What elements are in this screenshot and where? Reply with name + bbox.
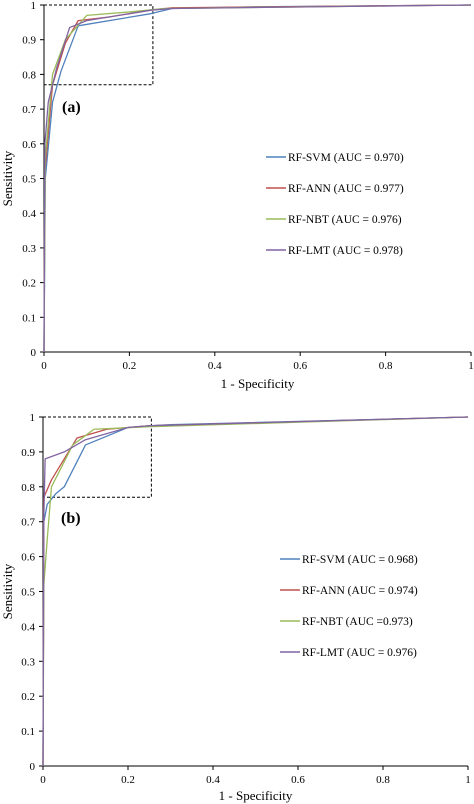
y-axis-label: Sensitivity bbox=[0, 563, 15, 619]
chart-panel-1: 0 0.1 0.2 0.3 0.4 0.5 0.6 0.7 0.8 0.9 1 0 0.2 0.4 0.6 0… bbox=[0, 0, 474, 391]
legend-entry: RF-NBT (AUC =0.973) bbox=[302, 616, 413, 628]
y-tick-label: 0.7 bbox=[21, 517, 35, 529]
zoom-region-box bbox=[43, 4, 154, 86]
y-axis-label: Sensitivity bbox=[0, 150, 15, 206]
legend-entry: RF-ANN (AUC = 0.974) bbox=[302, 585, 418, 597]
series-line-rf-ann bbox=[43, 4, 472, 353]
legend: RF-SVM (AUC = 0.970) RF-ANN (AUC = 0.977)… bbox=[266, 152, 404, 257]
x-tick-label: 0.6 bbox=[291, 774, 305, 786]
chart-panel-2: 0 0.1 0.2 0.3 0.4 0.5 0.6 0.7 0.8 0.9 1 0 0.2 0.4 0.6 0… bbox=[0, 412, 471, 803]
y-tick-label: 0.3 bbox=[22, 243, 36, 255]
y-tick-label: 0.5 bbox=[22, 174, 36, 186]
y-tick-label: 0.4 bbox=[21, 621, 35, 633]
y-tick-label: 0.9 bbox=[21, 447, 35, 459]
legend-entry: RF-NBT (AUC = 0.976) bbox=[288, 214, 402, 226]
y-tick-label: 0.7 bbox=[22, 104, 36, 116]
x-tick-label: 0.4 bbox=[208, 360, 222, 372]
legend-entry: RF-LMT (AUC = 0.978) bbox=[288, 245, 403, 257]
x-tick-label: 0.2 bbox=[123, 360, 137, 372]
y-tick-label: 0.2 bbox=[22, 278, 36, 290]
series-line-rf-nbt bbox=[43, 4, 472, 353]
legend: RF-SVM (AUC = 0.968) RF-ANN (AUC = 0.974)… bbox=[280, 554, 418, 659]
y-tick-label: 0 bbox=[30, 761, 36, 773]
x-tick-label: 0.2 bbox=[121, 774, 135, 786]
zoom-region-box bbox=[42, 416, 152, 498]
x-tick-label: 1 bbox=[468, 360, 474, 372]
x-tick-label: 0.4 bbox=[206, 774, 220, 786]
y-tick-label: 1 bbox=[31, 0, 37, 12]
x-axis-label: 1 - Specificity bbox=[219, 788, 293, 803]
y-tick-label: 0.1 bbox=[22, 312, 36, 324]
y-tick-label: 0.3 bbox=[21, 656, 35, 668]
series-line-rf-lmt bbox=[43, 4, 472, 353]
x-tick-label: 0 bbox=[41, 360, 47, 372]
y-tick-label: 1 bbox=[30, 412, 36, 424]
legend-entry: RF-SVM (AUC = 0.970) bbox=[288, 152, 404, 164]
y-tick-label: 0.1 bbox=[21, 726, 35, 738]
legend-entry: RF-SVM (AUC = 0.968) bbox=[302, 554, 418, 566]
x-axis-label: 1 - Specificity bbox=[221, 376, 295, 391]
y-tick-label: 0.5 bbox=[21, 587, 35, 599]
y-tick-label: 0.9 bbox=[22, 35, 36, 47]
y-tick-label: 0.8 bbox=[21, 482, 35, 494]
y-tick-label: 0.6 bbox=[22, 139, 36, 151]
panel-label: (b) bbox=[61, 510, 81, 527]
y-tick-label: 0 bbox=[31, 347, 37, 359]
legend-entry: RF-LMT (AUC = 0.976) bbox=[302, 647, 417, 659]
panel-label: (a) bbox=[62, 99, 81, 116]
x-tick-label: 0.6 bbox=[293, 360, 307, 372]
series-line-rf-svm bbox=[43, 4, 472, 353]
x-tick-label: 0 bbox=[40, 774, 46, 786]
series-line-rf-lmt bbox=[42, 416, 469, 767]
x-tick-label: 1 bbox=[465, 774, 471, 786]
y-tick-label: 0.4 bbox=[22, 208, 36, 220]
y-tick-label: 0.2 bbox=[21, 691, 35, 703]
series-line-rf-nbt bbox=[42, 416, 469, 767]
legend-entry: RF-ANN (AUC = 0.977) bbox=[288, 183, 404, 195]
y-tick-label: 0.6 bbox=[21, 552, 35, 564]
y-tick-label: 0.8 bbox=[22, 69, 36, 81]
x-tick-label: 0.8 bbox=[379, 360, 393, 372]
x-tick-label: 0.8 bbox=[376, 774, 390, 786]
